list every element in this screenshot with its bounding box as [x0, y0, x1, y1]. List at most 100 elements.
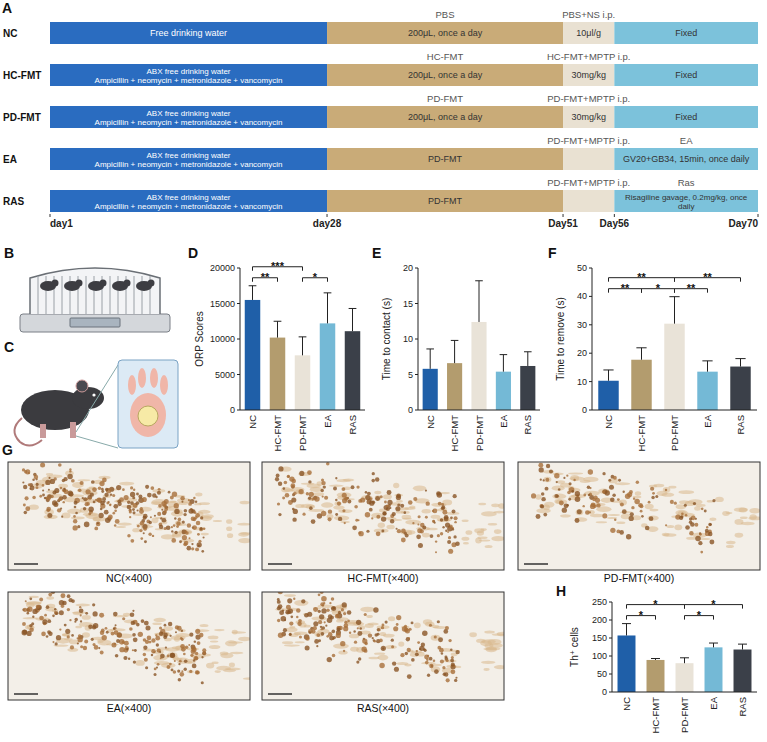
cell: [451, 669, 456, 674]
cell: [129, 509, 132, 512]
cell: [42, 484, 45, 487]
image-frame: [518, 462, 760, 570]
x-tick-label: EA: [708, 696, 719, 709]
cell: [128, 658, 130, 660]
fiber: [443, 660, 457, 663]
phase-bar: [563, 106, 614, 128]
phase-bar: [614, 106, 758, 128]
cell: [309, 506, 313, 510]
cell: [433, 660, 436, 663]
cell: [46, 635, 49, 638]
bar-chart: 05000100001500020000ORP ScoresNCHC-FMTPD…: [194, 260, 365, 451]
error-bar: [299, 337, 307, 355]
fiber: [284, 594, 296, 597]
fiber: [337, 492, 352, 497]
cell: [133, 489, 135, 491]
significance-label: **: [261, 271, 270, 283]
cell: [354, 505, 358, 509]
cell: [95, 499, 97, 501]
cell: [150, 516, 152, 518]
phase-text: Fixed: [675, 28, 697, 38]
cell: [429, 664, 433, 668]
fiber: [740, 516, 748, 519]
cell: [358, 531, 363, 536]
cell: [709, 523, 712, 526]
fiber: [410, 653, 419, 657]
x-tick-label: HC-FMT: [272, 415, 283, 452]
cell: [693, 502, 696, 505]
cell: [373, 607, 378, 612]
phase-text-line: 200μL, once a day: [408, 28, 483, 38]
bar: [270, 338, 286, 410]
cell: [681, 512, 684, 515]
cell: [336, 614, 339, 617]
cell: [358, 657, 361, 660]
panel-letter: B: [4, 245, 14, 261]
image-label: EA(×400): [107, 702, 152, 714]
cell: [42, 619, 47, 624]
cell: [304, 634, 310, 640]
day-label: Day51: [548, 218, 578, 229]
day-tick: [50, 214, 51, 217]
micrograph: PD-FMT(×400): [518, 462, 762, 584]
cell: [411, 658, 415, 662]
cell: [172, 491, 177, 496]
micrograph: NC(×400): [8, 454, 253, 584]
significance-label: *: [639, 609, 644, 621]
cell: [587, 485, 591, 489]
cell: [344, 497, 348, 501]
cell: [101, 490, 104, 493]
cell: [47, 619, 51, 623]
error-bar: [249, 286, 257, 300]
cell: [321, 596, 327, 602]
cell: [36, 483, 39, 486]
y-tick-label: 150: [592, 633, 607, 643]
error-bar: [651, 659, 660, 660]
image-frame: [8, 462, 250, 570]
cell: [613, 476, 617, 480]
marks: [618, 624, 752, 692]
phase-text-line: ABX free drinking water: [146, 109, 230, 118]
fiber: [726, 512, 733, 514]
cell: [376, 531, 381, 536]
cell: [85, 612, 88, 615]
fiber: [80, 508, 89, 513]
cell: [32, 615, 34, 617]
cell: [382, 624, 385, 627]
cell: [88, 624, 92, 628]
cell: [67, 474, 72, 479]
cell: [416, 650, 418, 652]
cell: [200, 527, 203, 530]
fiber: [616, 522, 625, 525]
fiber: [289, 634, 298, 637]
cell: [320, 626, 322, 628]
fiber: [608, 478, 618, 483]
error-bar: [274, 321, 282, 337]
cell: [174, 503, 179, 508]
cell: [381, 516, 386, 521]
cell: [639, 504, 643, 508]
cell: [365, 495, 370, 500]
cell: [101, 488, 104, 491]
cell: [425, 489, 427, 491]
y-tick: [589, 381, 592, 382]
marks: [423, 281, 536, 410]
cell: [52, 500, 57, 505]
cell: [321, 628, 323, 630]
significance-label: *: [313, 271, 318, 283]
bar: [520, 366, 535, 410]
y-tick: [609, 692, 612, 693]
cell: [199, 633, 204, 638]
cell: [122, 617, 125, 620]
cell: [160, 654, 165, 659]
inset: [118, 360, 178, 448]
phase-text-line: Ampicillin + neomycin + metronidazole + …: [95, 160, 283, 169]
cell: [189, 633, 193, 637]
cell: [25, 600, 27, 602]
cell: [311, 498, 314, 501]
cell: [357, 631, 362, 636]
cell: [287, 598, 292, 603]
cell: [351, 485, 355, 489]
cell: [56, 635, 61, 640]
bar: [734, 650, 752, 692]
